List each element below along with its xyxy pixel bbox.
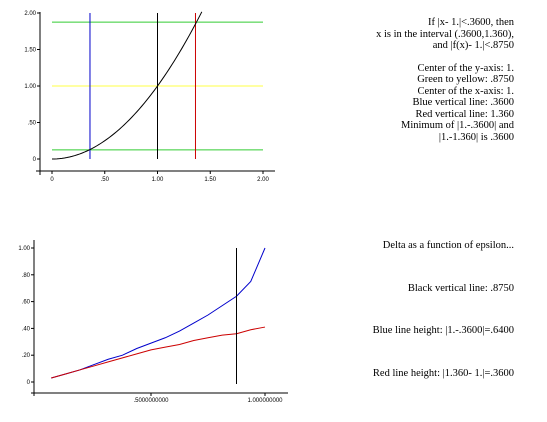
- top-y-tick-label-1: .50: [28, 121, 37, 127]
- center-y-label: Center of the y-axis: 1.: [417, 62, 514, 74]
- top-y-tick-label-2: 1.00: [24, 84, 36, 90]
- black-line-label: Black vertical line: .8750: [407, 282, 514, 294]
- bottom-x-tick-label-0: .5000000000: [133, 398, 169, 404]
- bottom-y-tick-label-2: .40: [22, 326, 31, 332]
- top-y-tick-label-3: 1.50: [24, 48, 36, 54]
- top-explanation: If |x- 1.|<.3600, then x is in the inter…: [376, 17, 514, 143]
- bottom-y-tick-label-4: .80: [22, 273, 31, 279]
- bottom-y-tick-label-0: 0: [27, 380, 31, 386]
- top-y-tick-label-0: 0: [33, 157, 37, 163]
- blue-height-label: Blue line height: |1.-.3600|=.6400: [372, 325, 514, 336]
- top-x-tick-label-1: .50: [101, 177, 110, 183]
- top-curve: [51, 11, 203, 160]
- bottom-y-tick-label-3: .60: [22, 300, 31, 306]
- bottom-y-tick-label-5: 1.00: [18, 246, 30, 252]
- minimum-line-1: Minimum of |1.-.3600| and: [401, 120, 514, 131]
- top-x-tick-label-0: 0: [50, 177, 54, 183]
- delta-title: Delta as a function of epsilon...: [382, 240, 514, 251]
- red-line-label: Red vertical line: 1.360: [415, 108, 514, 120]
- bottom-series-line-0: [51, 247, 266, 379]
- condition-line-2: x is in the interval (.3600,1.360),: [376, 28, 514, 40]
- bottom-series-line-1: [51, 326, 266, 379]
- blue-line-label: Blue vertical line: .3600: [412, 97, 514, 108]
- minimum-line-2: |1.-1.360| is .3600: [438, 131, 514, 143]
- bottom-x-tick-label-1: 1.000000000: [247, 398, 283, 404]
- condition-line-3: and |f(x)- 1.|<.8750: [432, 40, 514, 51]
- condition-line-1: If |x- 1.|<.3600, then: [428, 17, 514, 28]
- top-x-tick-label-4: 2.00: [257, 177, 269, 183]
- green-to-yellow-label: Green to yellow: .8750: [417, 74, 514, 85]
- top-y-tick-label-4: 2.00: [24, 11, 36, 17]
- bottom-explanation: Delta as a function of epsilon... Black …: [373, 240, 514, 379]
- top-x-tick-label-3: 1.50: [204, 177, 216, 183]
- top-x-tick-label-2: 1.00: [152, 177, 164, 183]
- red-height-label: Red line height: |1.360- 1.|=.3600: [372, 367, 514, 379]
- bottom-y-tick-label-1: .20: [22, 353, 31, 359]
- center-x-label: Center of the x-axis: 1.: [417, 85, 514, 97]
